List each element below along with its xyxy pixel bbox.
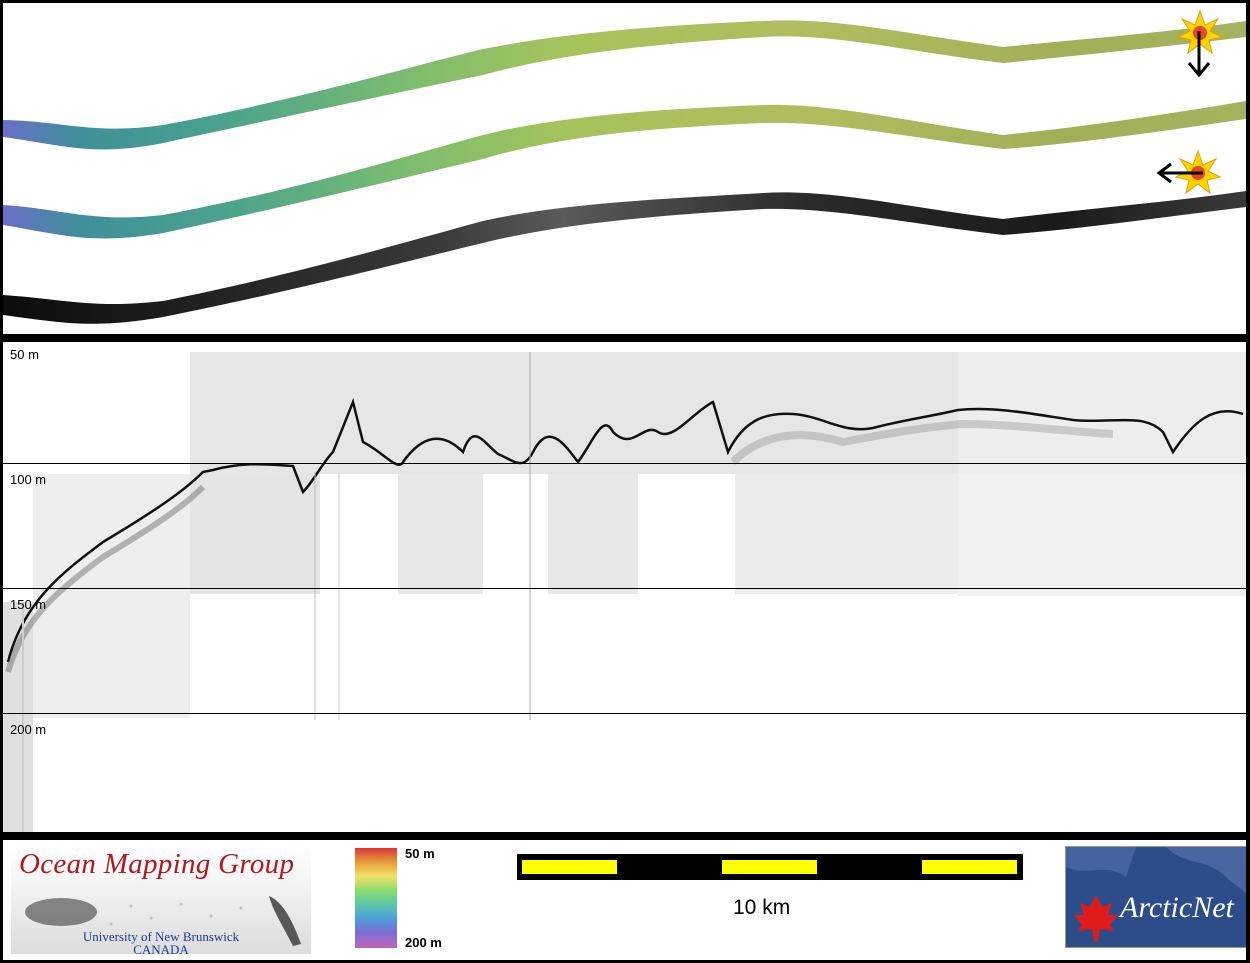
scale-segment: [722, 860, 817, 874]
depth-label: 50 m: [10, 347, 39, 362]
subbottom-profile-panel: 50 m 100 m 150 m 200 m: [3, 342, 1246, 832]
depth-gridline: [3, 588, 1246, 589]
colorbar-top-label: 50 m: [405, 846, 435, 861]
scale-segment: [522, 860, 617, 874]
ocean-mapping-group-logo: Ocean Mapping Group University of New Br…: [11, 846, 311, 956]
scale-label: 10 km: [733, 896, 791, 919]
arcticnet-wordmark: ArcticNet: [1120, 891, 1234, 924]
depth-label: 200 m: [10, 722, 47, 737]
omg-title: Ocean Mapping Group: [19, 848, 295, 880]
subbottom-profile: [3, 352, 1246, 832]
maple-leaf-icon: [1074, 895, 1118, 941]
depth-label: 150 m: [10, 597, 47, 612]
scale-bar: [517, 854, 1023, 880]
bathymetry-swath-sun-east: [3, 101, 1246, 239]
colorbar-bottom-label: 200 m: [405, 935, 442, 950]
depth-gridline: [3, 463, 1246, 464]
arrow-down-icon: [1187, 31, 1211, 78]
swath-map: [3, 9, 1246, 324]
seabed-reflector: [6, 397, 1244, 663]
omg-university: University of New Brunswick: [82, 929, 240, 944]
depth-gridline: [3, 713, 1246, 714]
swath-map-panel: [3, 3, 1246, 334]
bathymetry-swath-sun-north: [3, 20, 1246, 150]
arcticnet-logo: ArcticNet: [1065, 846, 1246, 948]
omg-country: CANADA: [133, 942, 189, 957]
depth-label: 100 m: [10, 472, 47, 487]
scale-segment: [922, 860, 1017, 874]
omg-affiliation: University of New Brunswick CANADA: [11, 930, 311, 956]
backscatter-swath: [3, 191, 1246, 324]
depth-colorbar: [355, 848, 397, 948]
arrow-left-icon: [1156, 162, 1203, 184]
legend-footer: Ocean Mapping Group University of New Br…: [3, 840, 1246, 960]
